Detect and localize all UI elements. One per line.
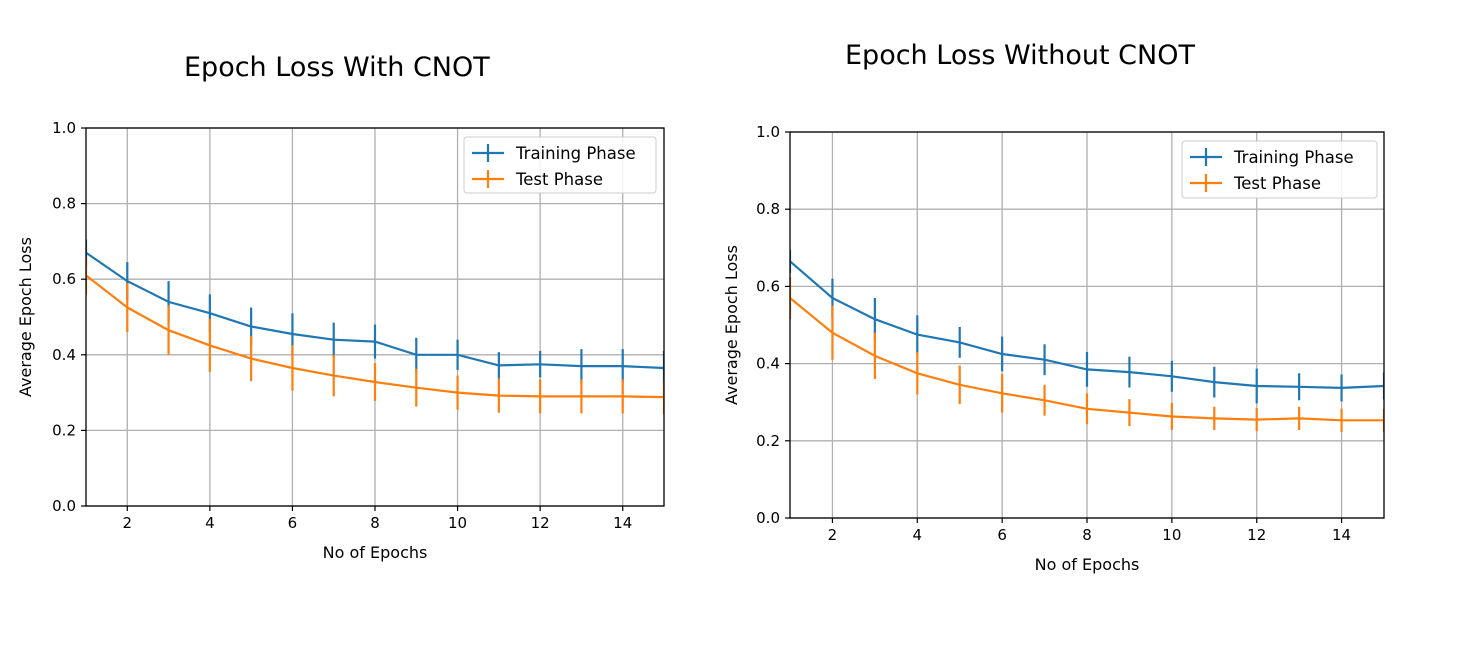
test-phase-legend-label: Test Phase bbox=[515, 170, 603, 189]
x-tick-label: 10 bbox=[1162, 526, 1181, 544]
y-axis-label: Average Epoch Loss bbox=[16, 237, 35, 397]
plot-area-with-cnot bbox=[86, 239, 664, 415]
training-phase-legend-label: Training Phase bbox=[515, 144, 636, 163]
x-tick-label: 8 bbox=[1082, 526, 1092, 544]
y-tick-label: 1.0 bbox=[52, 119, 76, 137]
y-axis-label: Average Epoch Loss bbox=[722, 245, 741, 405]
legend-box bbox=[1181, 140, 1378, 199]
y-tick-label: 0.6 bbox=[756, 277, 780, 295]
y-tick-label: 0.6 bbox=[52, 270, 76, 288]
x-tick-label: 10 bbox=[448, 514, 467, 532]
chart-with-cnot: 2 4 6 8 10 12 14 0.0 0.2 0.4 0.6 0.8 1.0 No of Epochs… bbox=[16, 119, 665, 562]
x-axis-label: No of Epochs bbox=[1035, 555, 1140, 574]
x-tick-label: 4 bbox=[205, 514, 215, 532]
y-tick-label: 0.0 bbox=[756, 509, 780, 527]
y-tick-label: 0.8 bbox=[52, 195, 76, 213]
x-tick-label: 8 bbox=[370, 514, 380, 532]
x-tick-label: 6 bbox=[997, 526, 1007, 544]
y-tick-label: 0.8 bbox=[756, 200, 780, 218]
test-phase-legend-label: Test Phase bbox=[1233, 174, 1321, 193]
y-tick-label: 0.4 bbox=[756, 355, 780, 373]
x-tick-label: 4 bbox=[913, 526, 923, 544]
plot-area-without-cnot bbox=[790, 249, 1384, 432]
x-tick-label: 12 bbox=[1247, 526, 1266, 544]
y-tick-label: 0.4 bbox=[52, 346, 76, 364]
x-tick-label: 6 bbox=[288, 514, 298, 532]
chart-title-without-cnot: Epoch Loss Without CNOT bbox=[845, 40, 1195, 71]
x-axis-label: No of Epochs bbox=[323, 543, 428, 562]
chart-title-with-cnot: Epoch Loss With CNOT bbox=[184, 52, 490, 83]
x-tick-label: 2 bbox=[123, 514, 133, 532]
y-tick-label: 0.2 bbox=[52, 421, 76, 439]
x-tick-label: 12 bbox=[531, 514, 550, 532]
y-tick-label: 0.2 bbox=[756, 432, 780, 450]
legend-with-cnot: Training Phase Test Phase bbox=[463, 136, 657, 194]
y-tick-label: 0.0 bbox=[52, 497, 76, 515]
x-tick-label: 14 bbox=[1332, 526, 1351, 544]
training-phase-legend-label: Training Phase bbox=[1233, 148, 1354, 167]
legend-box bbox=[463, 136, 657, 194]
y-tick-label: 1.0 bbox=[756, 123, 780, 141]
legend-without-cnot: Training Phase Test Phase bbox=[1181, 140, 1378, 199]
chart-without-cnot: 2 4 6 8 10 12 14 0.0 0.2 0.4 0.6 0.8 1.0 No of Epochs… bbox=[722, 123, 1385, 574]
x-tick-label: 2 bbox=[828, 526, 838, 544]
x-tick-label: 14 bbox=[613, 514, 632, 532]
